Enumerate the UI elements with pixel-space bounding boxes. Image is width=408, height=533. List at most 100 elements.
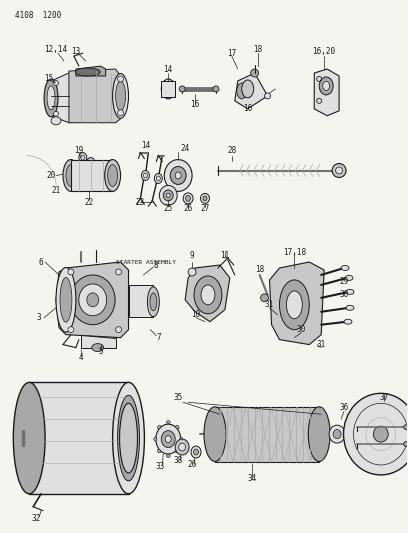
Text: 16,20: 16,20 xyxy=(313,46,336,55)
Ellipse shape xyxy=(264,93,271,99)
Polygon shape xyxy=(314,69,339,116)
Text: 31: 31 xyxy=(317,340,326,349)
Text: 4: 4 xyxy=(78,353,83,362)
Text: 26: 26 xyxy=(184,204,193,213)
Text: 38: 38 xyxy=(173,456,183,465)
Ellipse shape xyxy=(191,446,201,458)
Ellipse shape xyxy=(332,164,346,177)
Text: 31: 31 xyxy=(265,300,274,309)
Text: 37: 37 xyxy=(379,393,388,402)
Ellipse shape xyxy=(242,80,254,98)
Polygon shape xyxy=(51,71,86,123)
Ellipse shape xyxy=(68,269,74,275)
Ellipse shape xyxy=(161,431,175,448)
Ellipse shape xyxy=(201,285,215,305)
Ellipse shape xyxy=(63,159,79,191)
Ellipse shape xyxy=(87,158,95,167)
Ellipse shape xyxy=(120,403,137,473)
Bar xyxy=(129,285,153,317)
Ellipse shape xyxy=(404,441,408,447)
Text: 26: 26 xyxy=(187,461,197,470)
Ellipse shape xyxy=(150,293,157,311)
Ellipse shape xyxy=(346,289,354,294)
Ellipse shape xyxy=(44,79,58,117)
Ellipse shape xyxy=(105,159,121,191)
Ellipse shape xyxy=(166,193,170,197)
Ellipse shape xyxy=(142,171,149,181)
Ellipse shape xyxy=(47,86,55,110)
Ellipse shape xyxy=(87,293,99,307)
Bar xyxy=(29,382,129,494)
Text: 30: 30 xyxy=(297,325,306,334)
Ellipse shape xyxy=(194,276,222,314)
Ellipse shape xyxy=(53,80,58,85)
Ellipse shape xyxy=(175,449,179,453)
Polygon shape xyxy=(81,335,115,348)
Polygon shape xyxy=(270,262,324,345)
Ellipse shape xyxy=(336,167,343,174)
Ellipse shape xyxy=(108,165,118,187)
Ellipse shape xyxy=(124,415,133,461)
Text: 9: 9 xyxy=(190,251,194,260)
Text: 14: 14 xyxy=(141,141,150,150)
Text: 35: 35 xyxy=(173,393,183,402)
Ellipse shape xyxy=(79,284,106,316)
Ellipse shape xyxy=(200,193,209,203)
Polygon shape xyxy=(69,69,121,123)
Text: 17,18: 17,18 xyxy=(283,247,306,256)
Polygon shape xyxy=(56,262,129,337)
Text: 17: 17 xyxy=(227,49,236,58)
Ellipse shape xyxy=(323,82,330,91)
Ellipse shape xyxy=(79,152,87,163)
Ellipse shape xyxy=(193,449,199,455)
Ellipse shape xyxy=(404,425,408,430)
Ellipse shape xyxy=(329,425,345,443)
Ellipse shape xyxy=(175,439,189,455)
Text: 16: 16 xyxy=(191,100,200,109)
Text: 33: 33 xyxy=(156,463,165,472)
Polygon shape xyxy=(235,73,268,109)
Text: 16: 16 xyxy=(243,104,252,114)
Ellipse shape xyxy=(175,172,181,179)
Text: 15: 15 xyxy=(44,75,54,84)
Ellipse shape xyxy=(92,344,104,352)
Ellipse shape xyxy=(154,437,157,441)
Text: 12,14: 12,14 xyxy=(44,45,68,54)
Ellipse shape xyxy=(341,265,349,270)
Ellipse shape xyxy=(286,291,302,319)
Ellipse shape xyxy=(118,76,124,82)
Ellipse shape xyxy=(115,327,122,333)
Ellipse shape xyxy=(51,117,61,125)
Ellipse shape xyxy=(113,74,129,118)
Text: 5: 5 xyxy=(98,347,103,356)
Text: 13: 13 xyxy=(71,46,80,55)
Ellipse shape xyxy=(164,159,192,191)
Ellipse shape xyxy=(346,305,354,310)
Text: 3: 3 xyxy=(37,313,42,322)
Text: 22: 22 xyxy=(84,198,93,207)
Ellipse shape xyxy=(166,421,170,424)
Ellipse shape xyxy=(186,196,191,201)
Ellipse shape xyxy=(251,69,259,77)
Text: 24: 24 xyxy=(180,144,190,153)
Bar xyxy=(71,159,113,191)
Ellipse shape xyxy=(13,382,45,494)
Ellipse shape xyxy=(66,165,76,187)
Text: 14: 14 xyxy=(164,64,173,74)
Text: 7: 7 xyxy=(156,333,161,342)
Ellipse shape xyxy=(183,193,193,204)
Ellipse shape xyxy=(75,68,100,76)
Ellipse shape xyxy=(60,278,72,322)
Ellipse shape xyxy=(166,455,170,457)
Ellipse shape xyxy=(115,81,126,111)
Ellipse shape xyxy=(261,294,268,302)
Ellipse shape xyxy=(165,435,171,442)
Ellipse shape xyxy=(333,430,341,439)
Text: 34: 34 xyxy=(247,474,256,483)
Text: 28: 28 xyxy=(227,146,236,155)
Ellipse shape xyxy=(164,82,172,96)
Ellipse shape xyxy=(345,276,353,280)
Ellipse shape xyxy=(344,319,352,324)
Ellipse shape xyxy=(118,110,124,116)
Text: STARTER ASSEMBLY: STARTER ASSEMBLY xyxy=(115,260,175,264)
